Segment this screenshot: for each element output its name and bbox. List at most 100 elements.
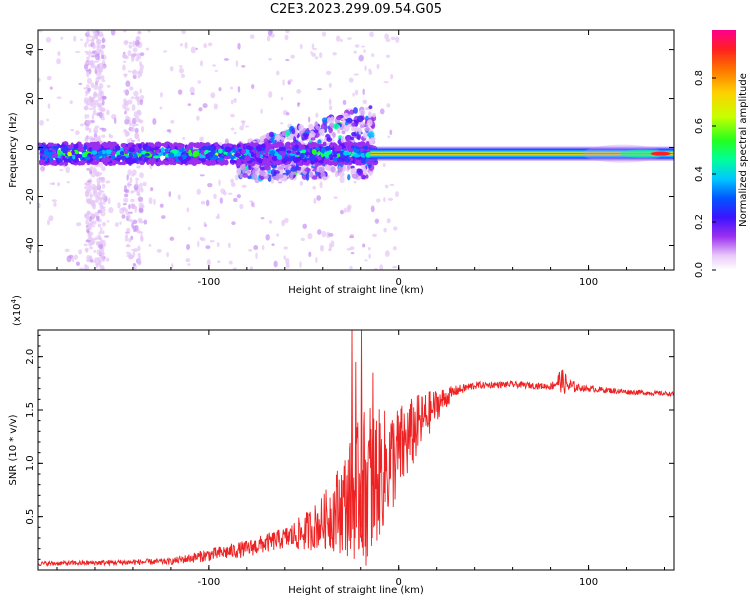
spectrogram-speckle bbox=[40, 168, 44, 172]
spectrogram-speckle bbox=[91, 220, 97, 225]
spectrogram-cell bbox=[310, 137, 316, 141]
spectrogram-speckle bbox=[127, 213, 131, 220]
spectrogram-cell bbox=[100, 158, 105, 163]
spectrogram-speckle bbox=[319, 244, 325, 252]
snr-frame bbox=[37, 329, 675, 571]
spectrogram-speckle bbox=[125, 208, 129, 216]
spectrogram-cell bbox=[332, 159, 338, 165]
spectrogram-speckle bbox=[208, 42, 213, 47]
spectrogram-speckle bbox=[100, 208, 106, 212]
spectrogram-cell bbox=[155, 158, 159, 163]
spectrogram-speckle bbox=[148, 197, 153, 205]
spectrogram-cell bbox=[347, 174, 351, 181]
spectrogram-speckle bbox=[392, 245, 397, 251]
spectrogram-speckle bbox=[302, 223, 308, 229]
spectrogram-cell bbox=[314, 146, 321, 151]
spectrogram-cell bbox=[291, 128, 296, 135]
spectrogram-speckle bbox=[80, 38, 83, 42]
spectrogram-speckle bbox=[96, 217, 100, 222]
spectrogram-cell bbox=[218, 157, 224, 161]
spectrogram-speckle bbox=[101, 166, 106, 172]
y-tick-label: 20 bbox=[25, 92, 36, 105]
spectrogram-cell bbox=[218, 148, 223, 154]
spectrogram-cell bbox=[321, 176, 329, 180]
spectrogram-cell bbox=[326, 117, 332, 124]
spectrogram-speckle bbox=[105, 180, 111, 184]
spectrogram-speckle bbox=[317, 229, 322, 235]
spectrogram-cell bbox=[332, 157, 338, 161]
spectrogram-speckle bbox=[132, 263, 136, 267]
spectrogram-speckle bbox=[132, 250, 136, 258]
spectrogram-speckle bbox=[312, 185, 316, 190]
spectrogram-cell bbox=[342, 112, 349, 120]
spectrogram-speckle bbox=[96, 177, 101, 184]
spectrogram-speckle bbox=[316, 195, 322, 201]
colorbar-label: Normalized spectral amplitude bbox=[738, 73, 749, 227]
spectrogram-speckle bbox=[38, 249, 41, 253]
spectrogram-speckle bbox=[93, 91, 97, 97]
spectrogram-speckle bbox=[177, 194, 181, 200]
spectrogram-cell bbox=[85, 156, 91, 161]
spectrogram-speckle bbox=[84, 62, 89, 65]
spectrogram-speckle bbox=[300, 237, 305, 242]
spectrogram-speckle bbox=[137, 137, 141, 143]
spectrogram-cell bbox=[67, 151, 72, 157]
x-tick-label: 100 bbox=[579, 577, 598, 588]
spectrogram-cell bbox=[264, 152, 269, 157]
spectrogram-cell bbox=[195, 141, 200, 148]
spectrogram-speckle bbox=[340, 38, 343, 42]
colorbar: 0.0 0.2 0.4 0.6 0.8 Normalized spectral ampl… bbox=[694, 30, 749, 278]
spectrogram-speckle bbox=[182, 137, 186, 140]
spectrogram-speckle bbox=[190, 46, 196, 54]
spectrogram-speckle bbox=[181, 30, 186, 35]
spectrogram-speckle bbox=[137, 72, 141, 79]
spectrogram-speckle bbox=[87, 87, 91, 92]
spectrogram-speckle bbox=[340, 209, 344, 215]
spectrogram-cell bbox=[83, 144, 88, 151]
spectrogram-speckle bbox=[307, 233, 313, 240]
spectrogram-cell bbox=[362, 132, 369, 139]
spectrogram-speckle bbox=[299, 181, 304, 186]
spectrogram-cell bbox=[308, 123, 314, 130]
spectrogram-speckle bbox=[159, 92, 163, 98]
spectrogram-cell bbox=[351, 173, 359, 179]
spectrogram-cell bbox=[292, 147, 297, 152]
spectrogram-speckle bbox=[346, 206, 351, 213]
spectrogram-cell bbox=[368, 171, 373, 176]
spectrogram-speckle bbox=[124, 235, 129, 242]
spectrogram-speckle bbox=[169, 236, 175, 241]
spectrogram-speckle bbox=[84, 182, 89, 186]
spectrogram-speckle bbox=[86, 180, 92, 183]
spectrogram-speckle bbox=[94, 257, 100, 262]
spectrogram-cell bbox=[343, 124, 350, 132]
spectrogram-speckle bbox=[132, 219, 138, 224]
spectrogram-y-label: Frequency (Hz) bbox=[8, 112, 19, 188]
spectrogram-cell bbox=[52, 145, 60, 150]
x-tick-label: -100 bbox=[198, 577, 221, 588]
colorbar-gradient bbox=[712, 30, 736, 270]
spectrogram-speckle bbox=[76, 222, 82, 227]
spectrogram-speckle bbox=[101, 221, 107, 227]
spectrogram-cell bbox=[229, 155, 236, 160]
spectrogram-cell bbox=[197, 160, 202, 164]
spectrogram-speckle bbox=[260, 108, 263, 114]
spectrogram-speckle bbox=[100, 107, 106, 112]
spectrogram-speckle bbox=[93, 127, 99, 135]
spectrogram-speckle bbox=[88, 185, 92, 192]
spectrogram-speckle bbox=[90, 238, 96, 245]
spectrogram-cell bbox=[321, 128, 325, 137]
spectrogram-speckle bbox=[56, 58, 61, 65]
spectrogram-speckle bbox=[97, 135, 102, 142]
spectrogram-speckle bbox=[108, 133, 112, 138]
spectrogram-cell bbox=[329, 156, 334, 161]
spectrogram-cell bbox=[362, 145, 369, 150]
spectrogram-speckle bbox=[147, 30, 151, 33]
snr-y-scale-close: ) bbox=[12, 295, 23, 299]
spectrogram-cell bbox=[346, 118, 353, 123]
spectrogram-cell bbox=[296, 156, 303, 161]
spectrogram-cell bbox=[277, 174, 284, 179]
spectrogram-speckle bbox=[328, 82, 332, 88]
spectrogram-speckle bbox=[285, 257, 290, 265]
y-tick-label: 1.5 bbox=[25, 402, 36, 418]
spectrogram-speckle bbox=[124, 40, 129, 44]
